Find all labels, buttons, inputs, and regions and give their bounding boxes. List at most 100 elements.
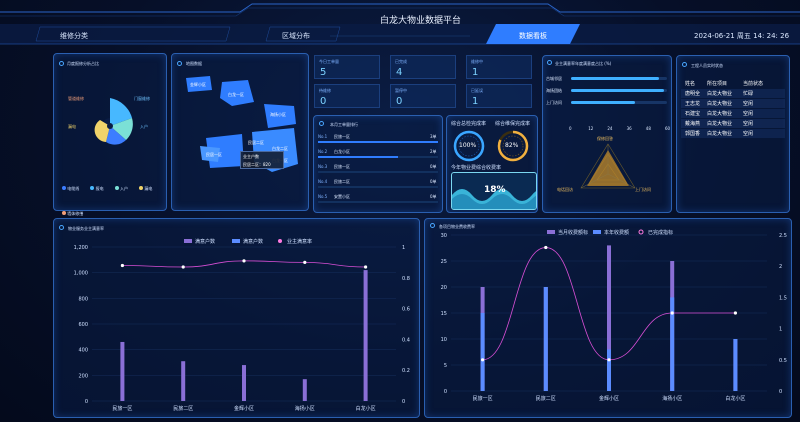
panel-chart-satisfaction: 物业服务业主满意率 0 200 400 600 800 1,000 1,200 0 0.2 0.4… [53,218,420,418]
rank-fill [318,156,399,158]
tab-region-distribution[interactable]: 区域分布 [282,32,310,40]
kpi-value: 1 [472,96,479,107]
tab-data-board[interactable]: 数据看板 [519,32,547,40]
kpi-value: 4 [396,67,403,78]
legend-swatch [184,239,192,243]
staff-cell: 空闲 [743,131,754,137]
rate-point [242,259,246,263]
legend-label: 满意户数 [195,238,215,245]
bar-month [607,245,611,391]
kpi-label: 今日工单量 [319,59,339,64]
y2-tick: 0 [402,399,405,405]
kpi-delayed: 已延误 1 [466,84,532,108]
rate-rings [453,130,529,162]
legend-item-1: 报电 [95,186,104,191]
collection-label: 今年物业费综合收费率 [451,165,502,171]
rank-count: 0单 [430,194,437,199]
y-tick: 0 [444,389,447,395]
radar-chart [580,143,636,189]
collection-wave: 18% [451,172,537,210]
panel-repair-analysis: 月度报修分析占比 管道维修 门窗维修 漏电 入户 电缆线 报电 入户 漏电 墙体… [53,53,167,216]
y2-tick: 0.5 [779,358,787,364]
kpi-value: 5 [320,67,327,78]
y-tick: 10 [441,337,447,343]
y2-tick: 0 [779,389,782,395]
kpi-pending: 待维修 0 [314,84,380,108]
x-tick: 海扬小区 [295,405,315,412]
owner-tick: 48 [645,126,651,131]
header-frame [0,3,800,45]
y-tick: 25 [441,259,447,265]
rank-no: No.5 [318,194,328,199]
legend-label: 业主满意率 [287,238,312,245]
staff-cell: 空闲 [743,121,754,127]
repair-label: 综合维保完成率 [495,121,531,127]
kpi-label: 待维修 [319,88,331,93]
rank-fill [318,141,438,143]
staff-row [681,109,785,118]
bar-satisfied [302,379,307,401]
completed-point [670,311,674,315]
kpi-value: 1 [472,67,479,78]
chart1-title: 物业服务业主满意率 [68,226,104,231]
tab-repair-category[interactable]: 维修分类 [60,32,88,40]
y-tick: 1,000 [74,271,88,277]
completed-point [733,311,737,315]
x-tick: 金辉小区 [599,395,619,402]
map-label-3: 民居一区 [206,152,222,157]
panel-rates: 综合总检完成率 综合维保完成率 100% 82% 今年物业费综合收费率 18% [446,115,538,213]
legend-swatch [547,230,555,234]
x-tick: 民旅二区 [536,395,556,402]
x-tick: 白龙小区 [356,405,376,412]
staff-cell: 空闲 [743,101,754,107]
y-tick: 200 [78,373,88,379]
y2-tick: 0.8 [402,276,410,282]
legend-label: 满意户数 [243,238,263,245]
staff-cell: 白龙大物业 [707,111,733,117]
rank-no: No.1 [318,134,328,139]
staff-header: 姓名 [685,81,696,87]
kpi-label: 维修中 [471,59,483,64]
staff-header: 当前状态 [743,81,764,87]
y-tick: 5 [444,363,447,369]
y2-tick: 2.5 [779,233,787,239]
legend-swatch [638,229,644,235]
panel-repair-title: 月度报修分析占比 [67,61,99,66]
rank-track [318,186,438,188]
y2-tick: 0.4 [402,337,410,343]
map-label-5: 白龙二区 [272,146,288,151]
owner-bar-label: 上门访问 [546,100,562,105]
ring-label-3: 入户 [140,124,148,129]
collection-value: 18% [484,185,506,195]
rank-name: 白龙小区 [334,149,350,154]
map-label-2: 海扬小区 [270,112,286,117]
x-tick: 海扬小区 [662,395,682,402]
map-tooltip: 业主户数 民居二区：820 [240,151,284,169]
ring-label-1: 门窗维修 [134,96,150,101]
rank-no: No.2 [318,149,328,154]
y-tick: 15 [441,311,447,317]
legend-item-4: 墙体修缮 [67,211,84,216]
tooltip-line1: 业主户数 [243,154,259,159]
radar-label-0: 保修回答 [597,136,613,141]
y2-tick: 0.6 [402,307,410,313]
legend-item-2: 入户 [120,186,129,191]
legend-label: 已完成指标 [648,229,673,236]
panel-map: 地图数据 金辉小区 白龙一区 海扬小区 民居一区 民居二区 白龙二区 白龙一区 … [171,53,309,211]
owner-tick: 36 [626,126,632,131]
owner-bar-fill [571,77,659,80]
x-tick: 金辉小区 [234,405,254,412]
map-areas[interactable] [172,54,310,212]
staff-cell: 白龙大物业 [707,121,733,127]
rank-track [318,171,438,173]
y2-tick: 1 [402,245,405,251]
map-icon [177,61,182,66]
chart2-icon [430,223,435,228]
kpi-label: 已延误 [471,88,483,93]
staff-cell: 王志龙 [685,101,701,107]
completion-label: 综合总检完成率 [451,121,487,127]
completed-point [544,245,548,250]
completed-point [607,358,611,362]
rank-name: 民旅一区 [334,134,350,139]
owner-bar-fill [571,89,664,92]
